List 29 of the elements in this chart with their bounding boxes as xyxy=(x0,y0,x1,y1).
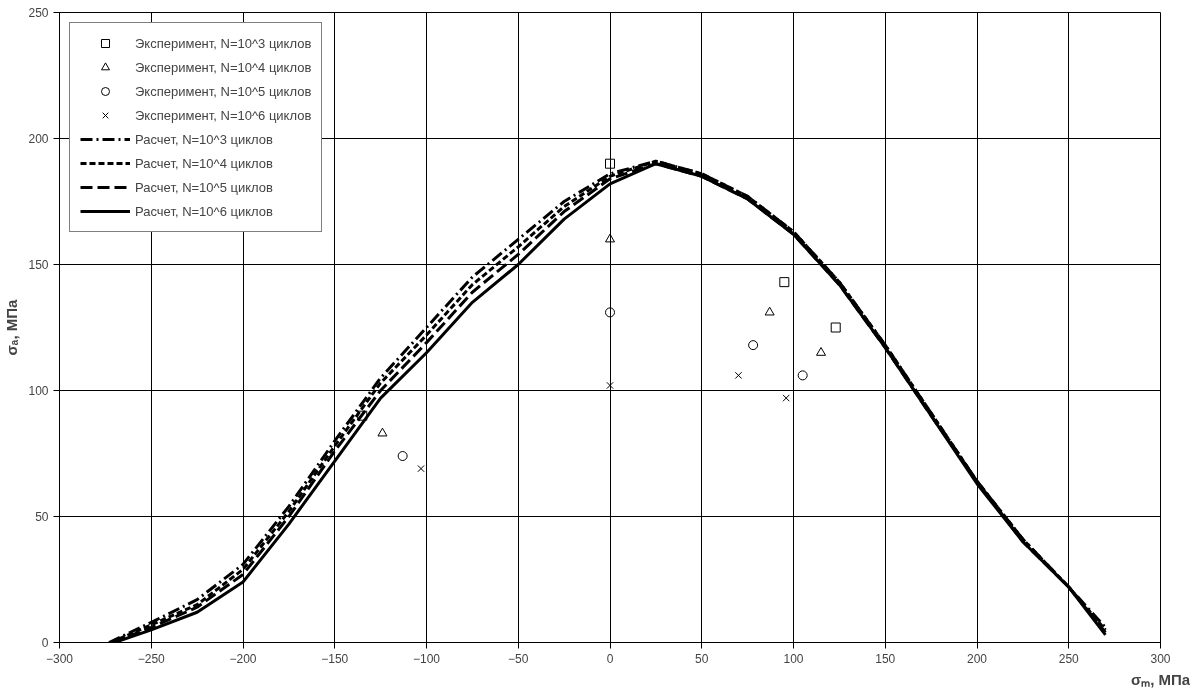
x-tick-label: −250 xyxy=(137,651,166,666)
y-tick-label: 50 xyxy=(35,510,49,524)
legend-label: Расчет, N=10^6 циклов xyxy=(135,203,273,219)
y-axis-title: σₐ, МПа xyxy=(3,298,21,356)
x-tick-label: 150 xyxy=(875,651,896,666)
legend-label: Эксперимент, N=10^5 циклов xyxy=(135,83,312,99)
legend-label: Эксперимент, N=10^4 циклов xyxy=(135,59,312,75)
x-tick-label: 200 xyxy=(966,651,988,666)
legend-label: Расчет, N=10^4 циклов xyxy=(135,155,273,171)
x-tick-label: −100 xyxy=(412,651,441,666)
x-tick-label: −200 xyxy=(229,651,257,666)
y-tick-label: 200 xyxy=(28,132,49,146)
x-axis-title: σₘ, МПа xyxy=(1130,670,1191,688)
x-tick-label: −300 xyxy=(45,651,74,666)
x-tick-label: −50 xyxy=(508,651,529,666)
legend-label: Эксперимент, N=10^6 циклов xyxy=(135,107,312,123)
legend-label: Эксперимент, N=10^3 циклов xyxy=(135,35,312,51)
legend-label: Расчет, N=10^3 циклов xyxy=(135,131,273,147)
legend-label: Расчет, N=10^5 циклов xyxy=(135,179,273,195)
x-tick-label: 0 xyxy=(606,651,614,666)
x-tick-label: 50 xyxy=(695,651,709,666)
x-tick-label: 100 xyxy=(783,651,804,666)
y-tick-label: 150 xyxy=(28,258,49,272)
y-tick-label: 100 xyxy=(28,384,49,398)
x-tick-label: −150 xyxy=(321,651,349,666)
y-tick-label: 250 xyxy=(28,6,49,20)
x-tick-label: 300 xyxy=(1150,651,1171,666)
x-tick-label: 250 xyxy=(1058,651,1080,666)
y-tick-label: 0 xyxy=(41,636,49,650)
